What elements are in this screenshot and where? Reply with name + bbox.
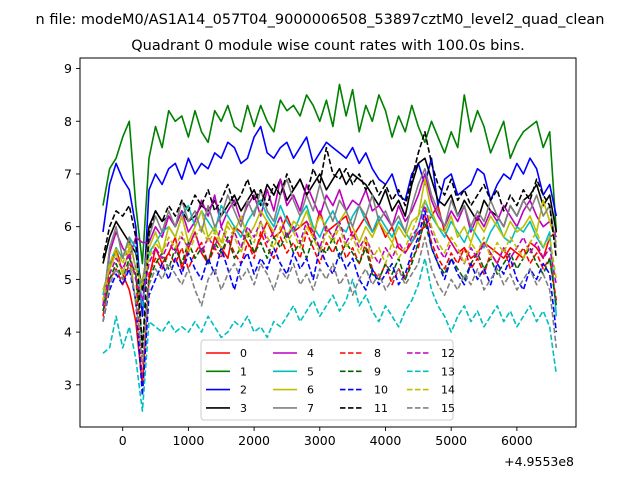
legend-label-1: 1	[240, 365, 247, 378]
y-tick-label: 6	[64, 219, 72, 234]
y-tick-label: 7	[64, 166, 72, 181]
series-line-13	[102, 257, 558, 413]
series-line-12	[102, 204, 558, 306]
x-tick-label: 6000	[501, 433, 533, 448]
y-tick-label: 9	[64, 61, 72, 76]
legend-label-12: 12	[441, 347, 455, 360]
figure-suptitle: n file: modeM0/AS1A14_057T04_9000006508_…	[36, 12, 605, 28]
y-tick-label: 4	[64, 325, 72, 340]
x-tick-label: 4000	[370, 433, 402, 448]
series-line-7	[102, 167, 558, 306]
y-tick-label: 8	[64, 114, 72, 129]
legend-label-2: 2	[240, 384, 247, 397]
series-line-8	[102, 215, 558, 386]
series-line-9	[102, 220, 558, 344]
series-line-1	[102, 83, 558, 265]
y-tick-label: 5	[64, 272, 72, 287]
series-line-6	[102, 178, 558, 307]
plot-area: 0 1000 2000 3000 4000 5000 6000345678901234567…	[64, 57, 577, 448]
x-tick-label: 3000	[304, 433, 336, 448]
legend-label-3: 3	[240, 402, 247, 415]
legend-label-6: 6	[307, 384, 314, 397]
x-tick-label: 5000	[435, 433, 467, 448]
legend-label-9: 9	[374, 365, 381, 378]
series-line-0	[102, 204, 557, 386]
series-line-4	[102, 173, 558, 306]
legend-label-15: 15	[441, 402, 455, 415]
series-line-15	[102, 236, 558, 365]
legend-label-14: 14	[441, 384, 455, 397]
x-axis-offset-label: +4.9553e8	[504, 454, 574, 469]
legend-label-13: 13	[441, 365, 455, 378]
legend-label-10: 10	[374, 384, 388, 397]
series-line-11	[102, 131, 558, 355]
series-lines	[102, 83, 558, 413]
legend-label-4: 4	[307, 347, 314, 360]
series-line-10	[102, 210, 558, 397]
series-line-2	[102, 125, 558, 318]
legend-label-8: 8	[374, 347, 381, 360]
legend-box	[200, 339, 454, 421]
y-tick-label: 3	[64, 377, 72, 392]
chart-title: Quadrant 0 module wise count rates with …	[131, 38, 525, 54]
legend-label-11: 11	[374, 402, 388, 415]
legend-label-5: 5	[307, 365, 314, 378]
series-line-14	[102, 199, 558, 301]
legend-label-7: 7	[307, 402, 314, 415]
x-tick-label: 1000	[172, 433, 204, 448]
plot-frame	[79, 57, 577, 428]
x-tick-label: 2000	[238, 433, 270, 448]
legend-label-0: 0	[240, 347, 247, 360]
x-tick-label: 0	[119, 433, 127, 448]
